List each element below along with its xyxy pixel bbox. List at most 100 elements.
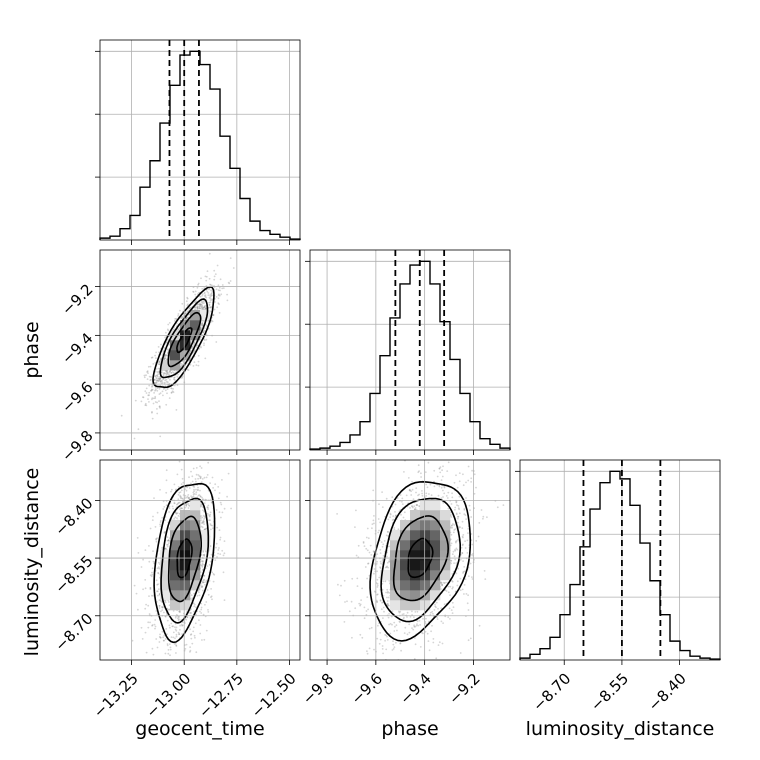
scatter-point <box>420 472 422 475</box>
scatter-point <box>158 378 160 380</box>
scatter-point <box>366 577 368 580</box>
scatter-point <box>457 525 460 528</box>
scatter-point <box>173 667 175 669</box>
scatter-point <box>199 465 202 468</box>
scatter-point <box>411 505 414 508</box>
scatter-point <box>155 357 157 359</box>
scatter-point <box>201 506 204 508</box>
scatter-point <box>151 647 154 650</box>
scatter-point <box>185 489 188 492</box>
scatter-point <box>391 623 393 626</box>
scatter-point <box>168 505 171 508</box>
scatter-point <box>205 324 208 327</box>
scatter-point <box>202 613 205 616</box>
scatter-point <box>436 674 438 676</box>
scatter-point <box>210 305 213 308</box>
scatter-point <box>470 477 473 480</box>
scatter-point <box>441 584 443 587</box>
scatter-point <box>166 372 169 374</box>
scatter-point <box>188 456 190 458</box>
scatter-point <box>471 469 473 472</box>
scatter-point <box>186 486 189 489</box>
scatter-point <box>200 277 202 280</box>
scatter-point <box>186 503 189 505</box>
scatter-point <box>463 584 466 586</box>
scatter-point <box>211 320 214 323</box>
scatter-point <box>164 600 167 602</box>
scatter-point <box>190 470 192 473</box>
scatter-point <box>197 474 200 476</box>
scatter-point <box>164 638 167 640</box>
scatter-point <box>155 538 158 541</box>
scatter-point <box>156 537 159 540</box>
scatter-point <box>440 581 442 584</box>
scatter-point <box>451 587 454 590</box>
scatter-point <box>455 500 458 503</box>
scatter-point <box>451 526 453 529</box>
scatter-point <box>461 520 464 523</box>
scatter-point <box>413 658 416 660</box>
scatter-point <box>427 461 430 464</box>
scatter-luminosity_distance-vs-geocent_time-density <box>160 500 211 611</box>
scatter-point <box>205 307 207 310</box>
scatter-point <box>385 648 388 651</box>
scatter-point <box>376 570 378 573</box>
scatter-point <box>381 645 384 647</box>
scatter-point <box>145 651 148 654</box>
scatter-point <box>386 639 389 641</box>
scatter-point <box>182 368 185 370</box>
scatter-point <box>378 529 380 532</box>
scatter-point <box>190 608 192 610</box>
scatter-point <box>184 494 187 497</box>
scatter-point <box>480 509 483 511</box>
scatter-point <box>455 512 458 515</box>
scatter-point <box>201 300 204 303</box>
scatter-point <box>161 390 164 393</box>
scatter-point <box>209 283 211 286</box>
scatter-point <box>359 603 362 606</box>
scatter-point <box>212 314 215 316</box>
scatter-point <box>172 391 175 394</box>
scatter-point <box>187 497 190 500</box>
scatter-point <box>411 627 413 629</box>
scatter-point <box>201 307 204 310</box>
scatter-point <box>403 632 406 634</box>
scatter-point <box>164 547 167 550</box>
scatter-point <box>156 379 159 381</box>
scatter-point <box>217 297 220 300</box>
scatter-point <box>191 642 194 645</box>
scatter-point <box>212 580 215 583</box>
scatter-point <box>189 349 192 352</box>
scatter-point <box>186 495 189 498</box>
scatter-point <box>164 336 167 339</box>
scatter-point <box>338 594 341 597</box>
scatter-point <box>191 496 194 499</box>
scatter-point <box>454 506 457 509</box>
scatter-point <box>195 651 198 654</box>
density-cell <box>190 530 201 541</box>
scatter-point <box>144 402 147 405</box>
scatter-point <box>147 394 150 397</box>
scatter-point <box>168 528 171 531</box>
scatter-point <box>184 488 187 490</box>
scatter-point <box>158 360 161 363</box>
scatter-point <box>181 621 184 624</box>
scatter-point <box>207 506 209 509</box>
scatter-point <box>171 371 174 373</box>
density-cell <box>160 360 171 371</box>
scatter-point <box>168 374 171 376</box>
scatter-point <box>391 519 394 521</box>
scatter-point <box>459 558 462 561</box>
scatter-phase-vs-geocent_time-content <box>120 252 235 440</box>
scatter-point <box>200 608 203 611</box>
scatter-point <box>379 632 382 634</box>
scatter-point <box>194 293 197 296</box>
scatter-point <box>218 529 221 531</box>
scatter-point <box>165 504 168 507</box>
scatter-point <box>372 489 375 492</box>
scatter-point <box>144 607 147 610</box>
scatter-point <box>191 597 194 599</box>
scatter-point <box>153 379 156 381</box>
scatter-point <box>201 304 204 307</box>
scatter-point <box>185 666 187 668</box>
